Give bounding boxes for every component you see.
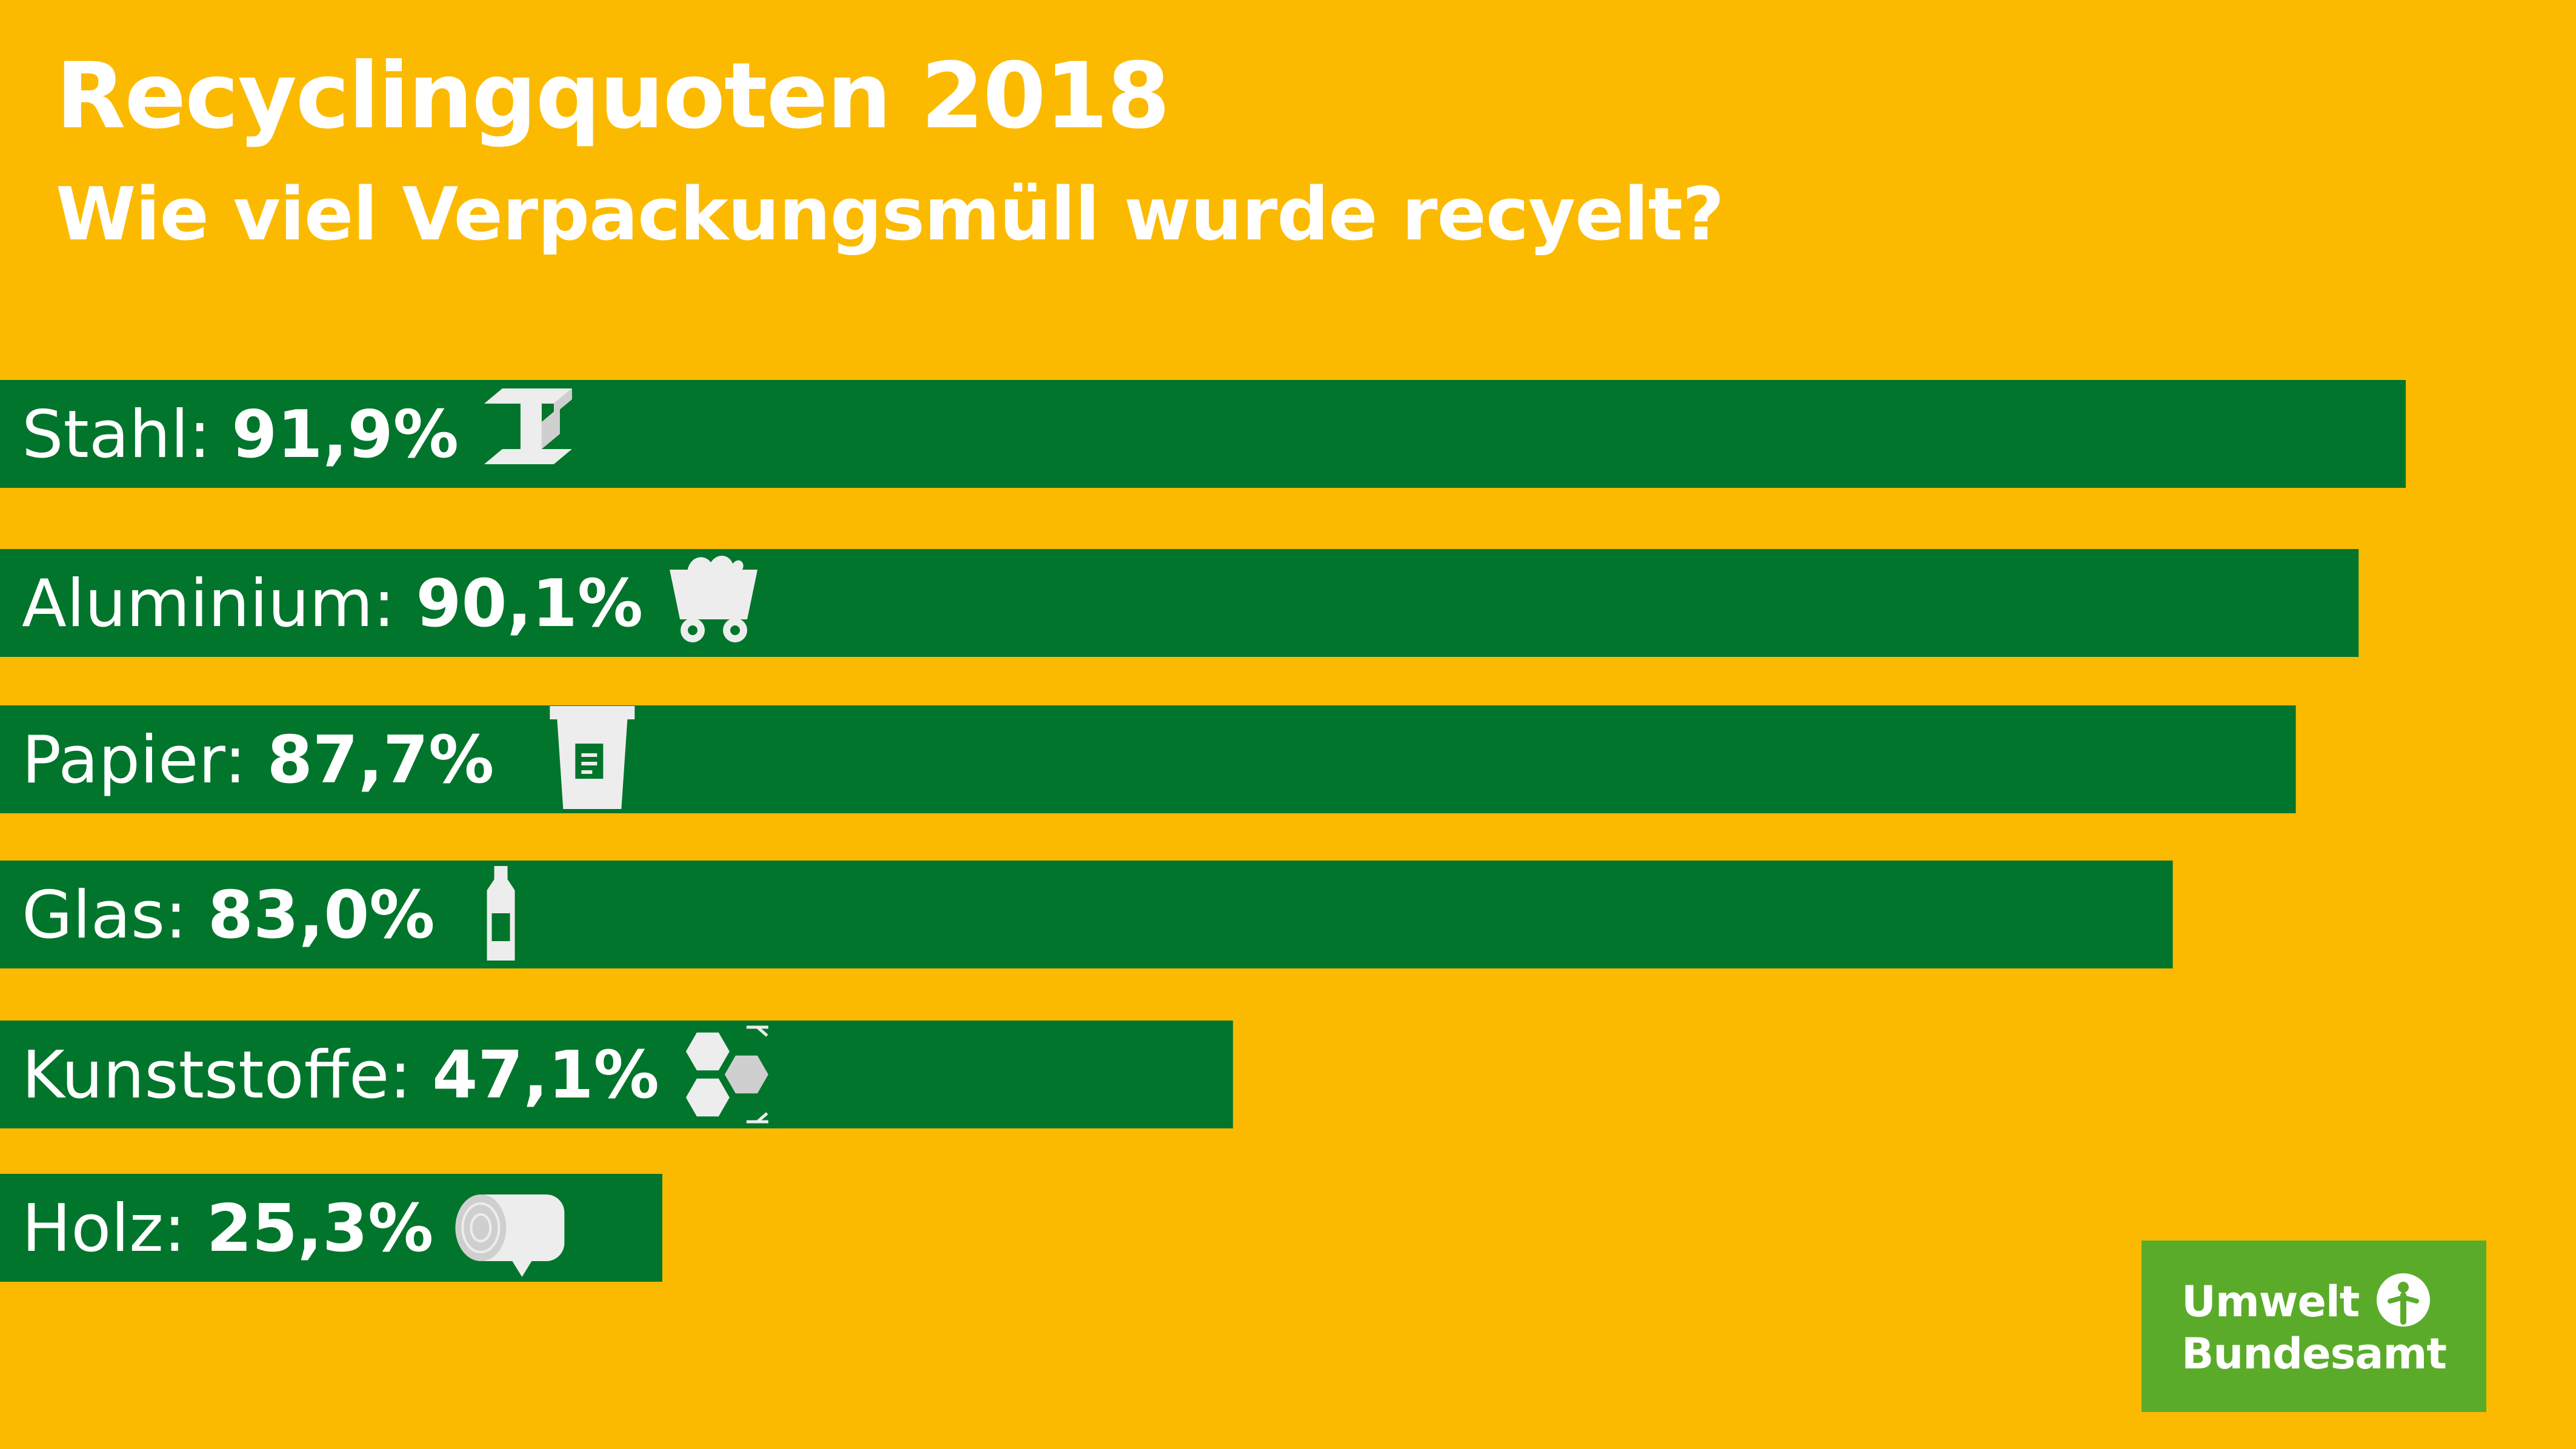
- category-label: Aluminium:: [22, 566, 416, 642]
- plastic-hexagon-icon: [685, 1025, 768, 1124]
- value-label: 25,3%: [207, 1191, 434, 1267]
- bar: [0, 380, 2406, 488]
- logo-text: Umwelt Bundesamt: [2182, 1276, 2447, 1380]
- paper-bin-icon: [550, 706, 635, 809]
- chart-subtitle: Wie viel Verpackungsmüll wurde recyelt?: [56, 173, 1725, 257]
- bar-label: Glas: 83,0%: [22, 878, 435, 953]
- bar-label: Holz: 25,3%: [22, 1191, 433, 1267]
- bar: [0, 861, 2173, 968]
- wood-log-icon: [455, 1194, 565, 1277]
- logo-line-2: Bundesamt: [2182, 1329, 2447, 1379]
- bar-label: Aluminium: 90,1%: [22, 566, 643, 642]
- steel-beam-icon: [484, 388, 572, 464]
- glass-bottle-icon: [487, 866, 515, 961]
- category-label: Papier:: [22, 722, 267, 798]
- value-label: 83,0%: [208, 878, 435, 953]
- bar: [0, 549, 2359, 657]
- category-label: Kunststoffe:: [22, 1038, 432, 1113]
- value-label: 47,1%: [432, 1038, 659, 1113]
- chart-title: Recyclingquoten 2018: [56, 44, 1170, 149]
- value-label: 90,1%: [416, 566, 643, 642]
- mine-cart-icon: [670, 555, 758, 642]
- category-label: Stahl:: [22, 397, 231, 473]
- logo-line-1: Umwelt: [2182, 1277, 2360, 1327]
- bar-label: Kunststoffe: 47,1%: [22, 1038, 659, 1113]
- value-label: 91,9%: [231, 397, 459, 473]
- category-label: Glas:: [22, 878, 208, 953]
- logo-mark-icon: [2377, 1273, 2430, 1327]
- bar-label: Papier: 87,7%: [22, 722, 494, 798]
- value-label: 87,7%: [267, 722, 494, 798]
- umweltbundesamt-logo: Umwelt Bundesamt: [2142, 1241, 2486, 1412]
- bar-label: Stahl: 91,9%: [22, 397, 459, 473]
- bar: [0, 1021, 1233, 1128]
- category-label: Holz:: [22, 1191, 207, 1267]
- bar: [0, 705, 2296, 813]
